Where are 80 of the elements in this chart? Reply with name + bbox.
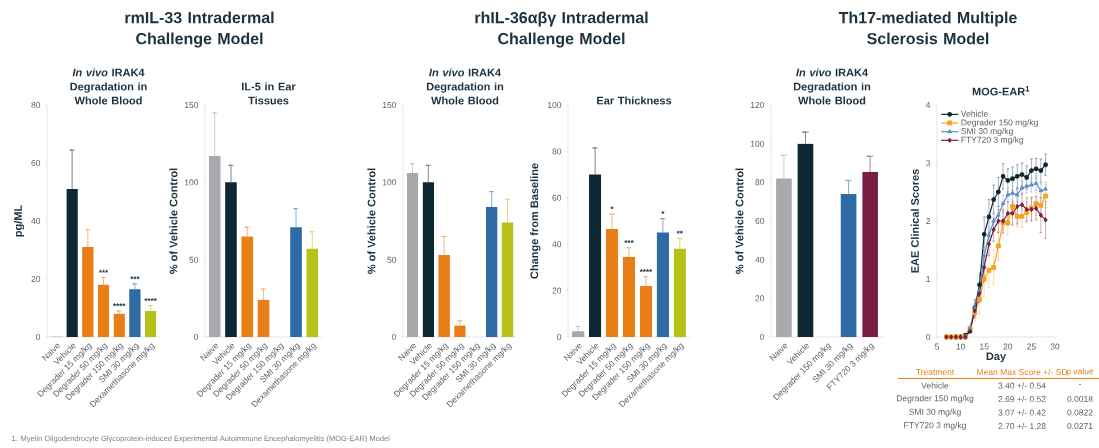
y-tick-label: 40 bbox=[552, 241, 562, 248]
y-tick-label: 0 bbox=[926, 334, 931, 340]
y-tick-label: 60 bbox=[552, 194, 562, 201]
y-axis-title: % of Vehicle Control bbox=[169, 168, 178, 274]
y-tick-label: 20 bbox=[31, 276, 41, 283]
x-axis-title: Day bbox=[986, 352, 1007, 363]
text: 3.07 +/- 0.42 bbox=[998, 409, 1046, 416]
y-tick-label: 3 bbox=[926, 160, 931, 167]
annotation: **** bbox=[639, 268, 653, 272]
y-tick-label: 50 bbox=[189, 256, 199, 263]
annotation: **** bbox=[144, 297, 157, 301]
y-tick-label: 80 bbox=[31, 102, 41, 109]
y-tick-label: 100 bbox=[547, 102, 562, 109]
text: 0.0271 bbox=[1067, 423, 1093, 429]
chart-subtitle: In vivo IRAK4 Degradation in Whole Blood bbox=[70, 68, 147, 105]
y-tick-label: 100 bbox=[184, 179, 199, 186]
text: Mean Max Score +/- SD bbox=[977, 368, 1068, 376]
y-tick-label: 4 bbox=[925, 102, 931, 108]
y-tick-label: 50 bbox=[387, 256, 397, 263]
y-tick-label: 0 bbox=[392, 334, 397, 340]
legend-label: Vehicle bbox=[960, 110, 988, 117]
y-tick-label: 20 bbox=[552, 287, 562, 294]
y-tick-label: 0 bbox=[760, 334, 765, 340]
y-tick-label: 40 bbox=[755, 256, 765, 263]
annotation: * bbox=[610, 206, 614, 210]
y-tick-label: 100 bbox=[382, 179, 397, 186]
chart-title: IL-5 in Ear Tissues bbox=[242, 82, 296, 105]
y-tick-label: 150 bbox=[382, 102, 397, 108]
text: 2.70 +/- 1.28 bbox=[998, 422, 1046, 430]
text: Vehicle bbox=[921, 382, 949, 389]
text: SMI 30 mg/kg bbox=[909, 408, 961, 417]
y-tick-label: 80 bbox=[552, 148, 562, 155]
annotation: *** bbox=[130, 276, 140, 280]
y-tick-label: 2 bbox=[926, 218, 931, 224]
y-tick-label: 0 bbox=[194, 334, 199, 340]
annotation: * bbox=[661, 210, 665, 214]
y-tick-label: 80 bbox=[755, 179, 765, 186]
text: 3.40 +/- 0.54 bbox=[998, 382, 1046, 389]
y-axis-title: % of Vehicle Control bbox=[367, 168, 376, 274]
annotation: *** bbox=[98, 269, 109, 273]
y-tick-label: 0 bbox=[557, 334, 562, 341]
x-tick-label: 10 bbox=[956, 343, 965, 350]
chart-title: Ear Thickness bbox=[597, 96, 672, 105]
text: - bbox=[1078, 384, 1082, 385]
y-tick-label: 1 bbox=[926, 276, 931, 282]
text: Th17-mediated Multiple Sclerosis Model bbox=[838, 11, 1017, 45]
x-tick-label: 30 bbox=[1050, 343, 1060, 350]
x-tick-label: 25 bbox=[1027, 343, 1036, 350]
y-axis-title: pg/ML bbox=[13, 205, 25, 237]
text: 0.0822 bbox=[1067, 409, 1093, 416]
text: rmIL-33 Intradermal Challenge Model bbox=[125, 11, 274, 48]
annotation: *** bbox=[624, 239, 634, 243]
y-tick-label: 60 bbox=[31, 160, 41, 167]
legend-label: FTY720 3 mg/kg bbox=[961, 136, 1024, 145]
y-tick-label: 100 bbox=[750, 140, 765, 147]
y-tick-label: 150 bbox=[184, 102, 199, 108]
text: p value bbox=[1066, 368, 1094, 376]
annotation: ** bbox=[676, 230, 683, 234]
y-axis-title: % of Vehicle Control bbox=[735, 168, 744, 274]
text: 2.69 +/- 0.52 bbox=[998, 395, 1046, 403]
x-tick-label: 20 bbox=[1003, 343, 1013, 350]
chart-title: MOG-EAR$^{1}$ bbox=[972, 86, 1030, 96]
text: 0.0018 bbox=[1067, 396, 1093, 402]
x-tick-label: 5 bbox=[934, 343, 940, 350]
text: rhIL-36αβγ Intradermal Challenge Model bbox=[475, 11, 648, 48]
y-tick-label: 20 bbox=[755, 295, 765, 302]
y-axis-title: EAE Clinical Scores bbox=[910, 169, 919, 273]
text: FTY720 3 mg/kg bbox=[904, 422, 966, 430]
chart-subtitle: In vivo IRAK4 Degradation in Whole Blood bbox=[426, 68, 504, 105]
y-tick-label: 120 bbox=[750, 102, 765, 109]
y-axis-title: Change from Baseline bbox=[530, 163, 541, 279]
legend-label: SMI 30 mg/kg bbox=[961, 127, 1013, 136]
x-tick-label: 15 bbox=[980, 343, 989, 350]
text: Treatment bbox=[915, 369, 955, 375]
annotation: **** bbox=[112, 303, 126, 307]
chart-subtitle: In vivo IRAK4 Degradation in Whole Blood bbox=[793, 68, 871, 105]
y-tick-label: 60 bbox=[755, 218, 765, 225]
y-tick-label: 0 bbox=[36, 334, 41, 341]
y-tick-label: 40 bbox=[31, 218, 41, 225]
legend-label: Degrader 150 mg/kg bbox=[961, 119, 1038, 128]
